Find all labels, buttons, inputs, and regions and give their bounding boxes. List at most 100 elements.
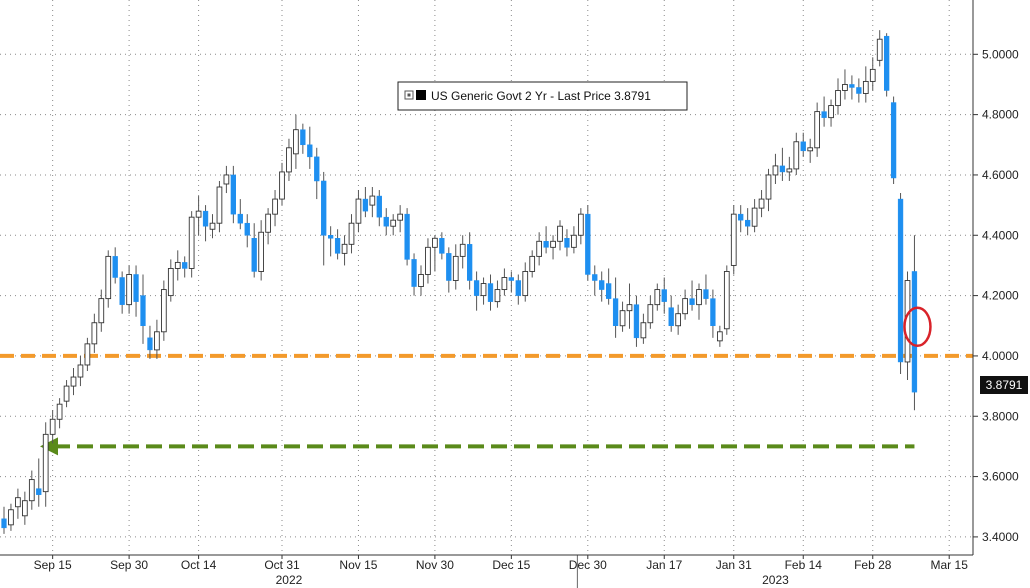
candle-up [828,105,834,119]
x-tick-label: Dec 30 [569,558,607,572]
candle-down [467,244,473,281]
candle-up [425,246,431,275]
candle-up [835,90,841,107]
candle-up [286,147,292,173]
candle-up [640,322,647,339]
candle-up [8,509,14,526]
candle-down [439,238,445,254]
candle-up [814,111,821,149]
candle-down [738,213,744,221]
candle-down [119,277,125,305]
candle-up [696,289,702,306]
candle-down [612,298,619,327]
candle-up [397,213,404,221]
candle-up [758,198,765,209]
candle-up [862,80,869,94]
x-tick-label: Nov 30 [416,558,454,572]
candle-down [592,274,598,281]
candle-up [56,403,63,420]
candle-down [800,141,806,152]
candle-down [321,180,327,236]
candle-up [765,174,772,200]
candle-up [355,198,362,224]
candle-up [160,289,167,333]
candle-down [404,213,410,260]
candle-down [376,195,382,218]
candle-down [703,289,709,299]
y-tick-label: 4.6000 [982,168,1019,182]
legend-swatch [416,90,426,100]
candle-up [91,322,98,345]
candle-down [237,213,243,224]
candle-up [279,171,285,200]
candle-up [348,222,355,245]
candle-down [515,280,521,296]
candle-up [216,186,223,224]
candle-down [251,238,257,272]
candle-down [911,271,918,393]
candle-up [793,141,800,170]
x-tick-label: Mar 15 [931,558,969,572]
candle-up [654,289,661,306]
candle-up [223,174,230,185]
candle-down [689,298,695,305]
arrow-head [40,437,58,456]
reference-lines [0,353,973,456]
candle-up [167,268,174,297]
candle-up [174,261,181,269]
candle-down [508,277,515,281]
candle-down [230,174,236,215]
candle-down [182,262,188,269]
last-price-badge: 3.8791 [980,376,1028,394]
y-tick-label: 5.0000 [982,47,1019,61]
candle-up [188,216,195,269]
candle-up [717,331,723,342]
candle-up [77,364,84,378]
candle-down [334,238,341,254]
candle-up [647,304,654,324]
candle-up [675,313,682,327]
candle-up [842,84,848,91]
last-price-label: 3.8791 [986,378,1023,392]
candle-down [543,241,549,248]
candles [1,30,932,534]
candle-up [522,271,529,297]
candle-up [49,418,56,435]
candle-up [751,207,758,227]
candle-up [293,129,299,155]
candle-up [626,304,633,312]
candle-up [786,168,793,173]
candle-down [473,280,480,296]
candle-down [307,144,313,158]
candle-down [383,216,389,227]
candle-up [869,68,876,82]
y-tick-label: 3.8000 [982,409,1019,423]
y-tick-label: 3.4000 [982,530,1019,544]
y-tick-label: 4.4000 [982,228,1019,242]
candle-up [84,343,91,366]
candle-down [849,84,855,88]
candle-down [446,253,452,281]
candle-down [487,283,494,302]
candle-up [341,243,348,254]
candle-up [42,433,49,493]
candle-down [300,129,306,146]
peak-highlight-circle [903,306,932,347]
candle-down [606,283,612,299]
candle-up [619,310,626,327]
x-tick-label: Dec 15 [492,558,530,572]
candle-down [710,298,716,327]
x-tick-label: Feb 14 [785,558,823,572]
candle-up [195,210,202,218]
candle-down [585,213,591,275]
candle-up [723,271,730,330]
legend: US Generic Govt 2 Yr - Last Price 3.8791 [397,81,688,111]
candle-up [272,198,278,215]
candle-up [807,147,814,152]
candle-up [369,195,376,206]
candle-up [98,298,105,324]
candle-up [28,479,35,502]
candle-down [328,235,334,239]
candle-down [140,295,146,327]
